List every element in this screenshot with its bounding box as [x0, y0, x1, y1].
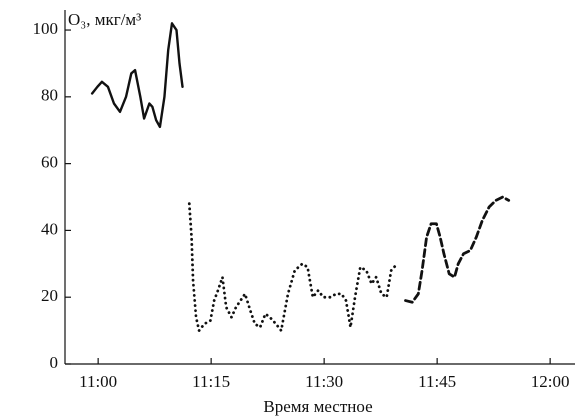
x-tick-label: 11:15 [192, 372, 230, 391]
data-line [90, 22, 184, 129]
y-tick-label: 60 [41, 153, 58, 172]
data-line [187, 202, 399, 332]
x-tick-label: 11:30 [305, 372, 343, 391]
y-tick-label: 20 [41, 286, 58, 305]
x-tick-label: 11:00 [79, 372, 117, 391]
x-axis-label: Время местное [263, 397, 372, 416]
y-tick-label: 40 [41, 219, 58, 238]
y-axis-label: O₃, мкг/м³ [68, 10, 141, 29]
x-tick-label: 12:00 [531, 372, 570, 391]
y-tick-label: 100 [33, 19, 59, 38]
data-line [404, 195, 511, 304]
x-tick-label: 11:45 [418, 372, 456, 391]
y-tick-label: 0 [50, 353, 59, 372]
y-tick-label: 80 [41, 86, 58, 105]
